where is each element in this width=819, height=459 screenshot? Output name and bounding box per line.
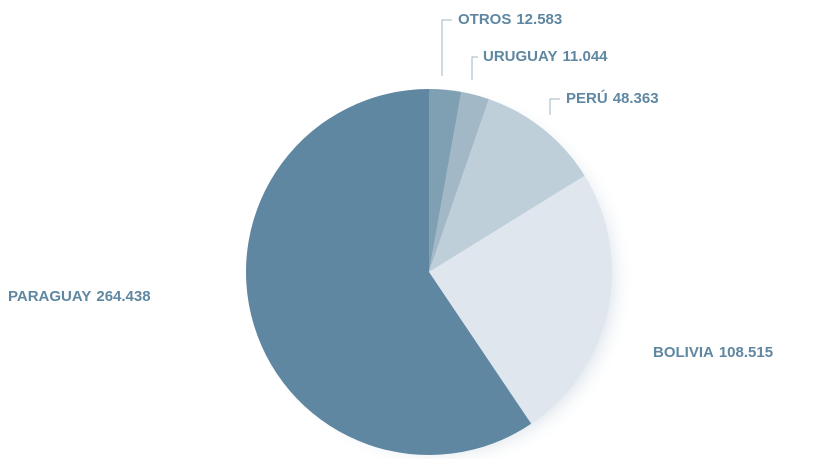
leader-line	[441, 19, 452, 76]
value-label: 264.438	[96, 288, 150, 305]
category-label: PARAGUAY	[8, 288, 91, 305]
category-label: URUGUAY	[483, 48, 557, 65]
labels: OTROS 12.583 URUGUAY 11.044 PERÚ 48.363 BOLIVI…	[8, 11, 773, 361]
category-label: BOLIVIA	[653, 344, 714, 361]
slice-label: PERÚ 48.363	[566, 89, 659, 107]
category-label: OTROS	[458, 11, 511, 28]
category-label: PERÚ	[566, 89, 608, 107]
slice-label: PARAGUAY 264.438	[8, 288, 151, 305]
pie-slice	[245, 89, 532, 455]
pie-slice	[429, 91, 489, 272]
value-label: 11.044	[562, 48, 608, 65]
leader-line	[471, 56, 478, 80]
pie-slice	[429, 175, 612, 424]
pie-slice	[429, 89, 462, 272]
pie-slice	[429, 99, 585, 272]
value-label: 108.515	[719, 344, 773, 361]
pie	[245, 89, 612, 455]
slice-label: OTROS 12.583	[458, 11, 562, 28]
leader-line	[549, 98, 560, 115]
value-label: 48.363	[613, 90, 659, 107]
value-label: 12.583	[516, 11, 562, 28]
slice-label: URUGUAY 11.044	[483, 48, 608, 65]
slice-label: BOLIVIA 108.515	[653, 344, 773, 361]
